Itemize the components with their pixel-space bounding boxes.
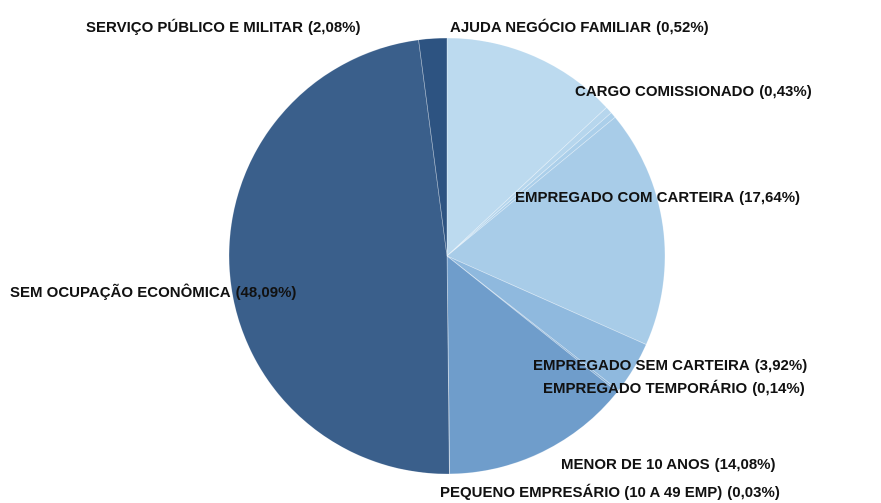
slice-label: EMPREGADO SEM CARTEIRA (3,92%) bbox=[533, 357, 807, 374]
value-label: (0,03%) bbox=[727, 484, 780, 501]
value-label: (0,14%) bbox=[752, 380, 805, 397]
pie-slice bbox=[446, 255, 618, 475]
slice-label: CARGO COMISSIONADO (0,43%) bbox=[575, 83, 812, 100]
pie-slice bbox=[446, 116, 666, 345]
slice-label: EMPREGADO TEMPORÁRIO (0,14%) bbox=[543, 380, 805, 397]
category-name: SEM OCUPAÇÃO ECONÔMICA bbox=[10, 283, 231, 301]
slice-label: SEM OCUPAÇÃO ECONÔMICA (48,09%) bbox=[10, 283, 296, 301]
pie-slice bbox=[446, 37, 607, 257]
value-label: (0,43%) bbox=[759, 83, 812, 100]
category-name: SERVIÇO PÚBLICO E MILITAR bbox=[86, 18, 303, 36]
value-label: (0,52%) bbox=[656, 19, 709, 36]
category-name: AJUDA NEGÓCIO FAMILIAR bbox=[450, 18, 651, 36]
value-label: (2,08%) bbox=[308, 19, 361, 36]
category-name: EMPREGADO COM CARTEIRA bbox=[515, 189, 734, 206]
slice-label: PEQUENO EMPRESÁRIO (10 A 49 EMP) (0,03%) bbox=[440, 484, 780, 501]
category-name: CARGO COMISSIONADO bbox=[575, 83, 755, 100]
value-label: (3,92%) bbox=[755, 357, 808, 374]
pie-slice bbox=[228, 39, 450, 475]
category-name: MENOR DE 10 ANOS bbox=[561, 456, 710, 473]
value-label: (14,08%) bbox=[715, 456, 776, 473]
pie-slice bbox=[418, 37, 448, 257]
value-label: (17,64%) bbox=[739, 189, 800, 206]
slice-label: EMPREGADO COM CARTEIRA (17,64%) bbox=[515, 189, 800, 206]
slice-label: AJUDA NEGÓCIO FAMILIAR (0,52%) bbox=[450, 18, 709, 36]
category-name: EMPREGADO TEMPORÁRIO bbox=[543, 380, 748, 397]
category-name: PEQUENO EMPRESÁRIO (10 A 49 EMP) bbox=[440, 484, 722, 501]
category-name: EMPREGADO SEM CARTEIRA bbox=[533, 357, 750, 374]
slice-label: SERVIÇO PÚBLICO E MILITAR (2,08%) bbox=[86, 18, 361, 36]
value-label: (48,09%) bbox=[236, 284, 297, 301]
slice-label: MENOR DE 10 ANOS (14,08%) bbox=[561, 456, 776, 473]
